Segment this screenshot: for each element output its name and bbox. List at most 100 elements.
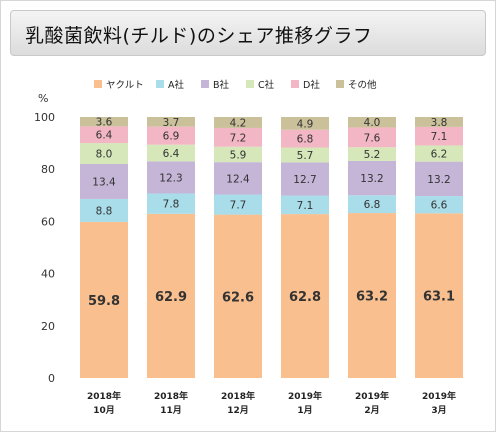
x-tick-label-month: 10月 <box>93 405 115 416</box>
x-tick-label-month: 2月 <box>364 405 379 416</box>
bar-segment <box>147 193 195 214</box>
data-label: 4.9 <box>297 118 314 130</box>
x-tick-label-month: 12月 <box>227 405 249 416</box>
data-label: 6.6 <box>431 200 448 212</box>
y-tick-label: 80 <box>41 163 55 176</box>
data-label: 63.1 <box>423 290 455 305</box>
x-tick-label-year: 2019年 <box>288 390 322 402</box>
data-label: 62.6 <box>222 290 254 305</box>
data-label: 7.7 <box>230 200 247 212</box>
data-label: 12.4 <box>226 173 250 185</box>
bar-segment <box>80 126 128 144</box>
bar-segment <box>415 196 463 214</box>
legend-swatch-1 <box>156 80 164 88</box>
title-bar: 乳酸菌飲料(チルド)のシェア推移グラフ <box>10 10 486 56</box>
legend-label-5: その他 <box>348 79 377 91</box>
bar-segment <box>147 213 195 378</box>
data-label: 12.7 <box>293 174 316 186</box>
chart-title: 乳酸菌飲料(チルド)のシェア推移グラフ <box>25 25 373 47</box>
data-label: 6.8 <box>297 134 314 146</box>
data-label: 7.8 <box>163 199 180 211</box>
x-tick-label-year: 2019年 <box>355 390 389 402</box>
bar-segment <box>214 194 262 215</box>
bar-segment <box>80 117 128 127</box>
bar-segment <box>214 162 262 195</box>
x-tick-label-year: 2018年 <box>221 390 255 402</box>
bar-segment <box>415 145 463 162</box>
data-label: 62.9 <box>155 290 187 305</box>
bar-segment <box>80 221 128 378</box>
y-tick-label: 40 <box>41 268 55 281</box>
legend-swatch-3 <box>246 80 254 88</box>
legend-swatch-0 <box>94 80 102 88</box>
data-label: 13.2 <box>360 173 383 185</box>
data-label: 12.3 <box>159 172 182 184</box>
bar-segment <box>214 214 262 378</box>
bar-segment <box>80 198 128 222</box>
y-tick-label: 60 <box>41 215 55 228</box>
bar-segment <box>415 213 463 378</box>
bar-segment <box>348 195 396 214</box>
data-label: 13.4 <box>92 176 116 188</box>
data-label: 13.2 <box>427 174 450 186</box>
bar-segment <box>281 214 329 378</box>
data-label: 3.6 <box>96 117 113 129</box>
data-label: 6.8 <box>364 199 381 211</box>
bar-segment <box>348 147 396 161</box>
y-tick-label: 100 <box>34 111 55 124</box>
bar-segment <box>80 163 128 199</box>
legend-swatch-4 <box>291 80 299 88</box>
bar-segment <box>80 143 128 164</box>
data-label: 3.7 <box>163 117 180 129</box>
x-tick-label-year: 2019年 <box>422 390 456 402</box>
legend-swatch-5 <box>336 80 344 88</box>
bar-segment <box>214 146 262 163</box>
data-label: 7.2 <box>230 132 247 144</box>
bar-segment <box>348 213 396 378</box>
bar-segment <box>214 117 262 128</box>
legend-swatch-2 <box>201 80 209 88</box>
bar-segment <box>415 117 463 127</box>
bar-segment <box>147 117 195 127</box>
bar-segment <box>147 144 195 162</box>
data-label: 62.8 <box>289 290 321 305</box>
bar-segment <box>348 117 396 128</box>
data-label: 6.2 <box>431 149 448 161</box>
y-tick-label: 0 <box>48 372 55 385</box>
data-label: 63.2 <box>356 290 388 305</box>
bar-segment <box>281 117 329 130</box>
x-tick-label-month: 3月 <box>431 405 446 416</box>
bar-segment <box>147 126 195 145</box>
data-label: 7.6 <box>364 132 381 144</box>
data-label: 3.8 <box>431 117 448 129</box>
data-label: 6.4 <box>96 130 113 142</box>
data-label: 7.1 <box>431 131 448 143</box>
legend-label-0: ヤクルト <box>106 80 144 91</box>
legend-label-2: B社 <box>213 79 230 91</box>
bar-segment <box>281 147 329 163</box>
data-label: 4.2 <box>230 117 247 129</box>
x-tick-label-month: 1月 <box>297 405 312 416</box>
legend-label-4: D社 <box>303 79 320 91</box>
bar-segment <box>348 127 396 148</box>
data-label: 6.9 <box>163 131 180 143</box>
bar-segment <box>214 127 262 147</box>
bar-segment <box>281 162 329 196</box>
bar-segment <box>415 126 463 146</box>
bar-segment <box>281 129 329 148</box>
data-label: 8.8 <box>96 205 113 217</box>
y-unit-label: % <box>38 92 48 105</box>
data-label: 4.0 <box>364 117 381 129</box>
legend-label-1: A社 <box>168 79 184 91</box>
x-tick-label-year: 2018年 <box>154 390 188 402</box>
bar-segment <box>415 161 463 197</box>
bar-segment <box>281 195 329 215</box>
data-label: 5.9 <box>230 149 247 161</box>
x-tick-label-month: 11月 <box>160 405 182 416</box>
data-label: 59.8 <box>88 294 120 309</box>
y-tick-label: 20 <box>41 320 55 333</box>
bar-segment <box>348 160 396 196</box>
bar-segment <box>147 161 195 194</box>
x-tick-label-year: 2018年 <box>87 390 121 402</box>
